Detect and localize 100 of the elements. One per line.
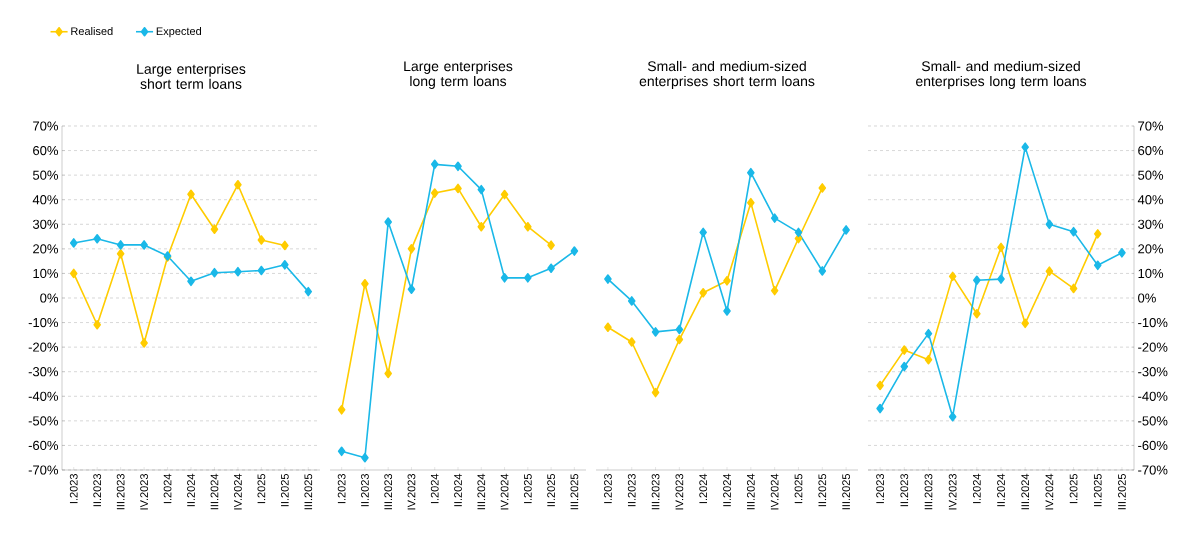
y-tick-label: 30% xyxy=(1138,219,1164,229)
x-tick-label: II.2024 xyxy=(454,473,462,507)
point xyxy=(770,213,779,223)
y-tick-label: -60% xyxy=(28,440,59,451)
point xyxy=(699,288,707,298)
chart-title: Large enterprises short term loans xyxy=(137,63,246,89)
x-tick-label: IV.2024 xyxy=(770,473,779,510)
y-tick-label: -20% xyxy=(1138,342,1168,352)
x-tick-label: I.2024 xyxy=(430,473,439,504)
y-tick-label: -70% xyxy=(28,465,59,475)
point xyxy=(973,275,981,286)
point xyxy=(747,167,755,178)
chart-title: Small- and medium-sized enterprises short term loans xyxy=(639,60,815,89)
x-tick-label: I.2023 xyxy=(604,474,612,504)
y-tick-label: 40% xyxy=(1137,195,1164,205)
y-tick-label: 40% xyxy=(32,195,59,205)
y-tick-label: 30% xyxy=(32,219,59,229)
point xyxy=(876,380,884,391)
x-tick-label: I.2025 xyxy=(523,474,532,504)
point xyxy=(234,179,242,190)
y-tick-label: -70% xyxy=(1138,465,1168,475)
point xyxy=(69,238,78,248)
y-tick-label: -60% xyxy=(1138,440,1168,451)
x-tick-label: III.2024 xyxy=(746,473,755,510)
x-tick-label: I.2023 xyxy=(69,474,78,504)
x-tick-label: IV.2024 xyxy=(500,473,509,510)
point xyxy=(454,161,462,172)
point xyxy=(675,334,684,345)
x-tick-label: III.2025 xyxy=(570,474,579,510)
point xyxy=(547,263,555,274)
x-tick-label: I.2025 xyxy=(794,474,803,504)
point xyxy=(477,184,486,195)
point xyxy=(651,387,660,398)
point xyxy=(924,354,933,365)
y-tick-label: -10% xyxy=(28,317,59,328)
point xyxy=(524,221,532,232)
x-tick-label: II.2025 xyxy=(1093,474,1102,507)
x-tick-label: II.2025 xyxy=(547,474,555,507)
point xyxy=(547,240,555,250)
point xyxy=(1045,266,1054,277)
y-tick-label: -30% xyxy=(1138,367,1168,377)
point xyxy=(651,327,660,337)
point xyxy=(818,266,827,276)
x-tick-label: II.2024 xyxy=(187,473,195,507)
point xyxy=(500,189,509,200)
x-tick-label: II.2025 xyxy=(818,474,827,507)
y-tick-label: 20% xyxy=(33,244,59,254)
x-tick-label: II.2023 xyxy=(93,474,102,507)
x-tick-label: III.2024 xyxy=(1021,473,1030,510)
x-tick-label: IV.2024 xyxy=(234,473,242,510)
point xyxy=(93,233,101,244)
x-tick-label: IV.2023 xyxy=(140,474,148,510)
point xyxy=(304,286,313,297)
y-tick-label: 10% xyxy=(33,268,59,279)
point xyxy=(361,278,369,289)
point xyxy=(770,285,779,296)
x-tick-label: III.2023 xyxy=(116,474,125,510)
point xyxy=(140,240,148,250)
chart-title: Small- and medium-sized enterprises long term loans xyxy=(916,60,1087,89)
point xyxy=(187,189,195,200)
point xyxy=(1069,226,1078,237)
point xyxy=(1021,318,1029,329)
point xyxy=(430,188,439,198)
point xyxy=(281,260,289,270)
x-tick-label: IV.2023 xyxy=(675,474,684,510)
point xyxy=(723,306,731,316)
point xyxy=(116,240,125,250)
x-tick-label: II.2024 xyxy=(723,473,731,507)
point xyxy=(1093,229,1102,239)
y-tick-label: -50% xyxy=(28,416,59,426)
y-tick-label: 50% xyxy=(1138,170,1164,180)
point xyxy=(1021,142,1029,152)
point xyxy=(234,266,242,277)
x-tick-label: II.2023 xyxy=(361,474,369,507)
y-tick-label: 10% xyxy=(1138,268,1164,279)
chart-title: Large enterprises long term loans xyxy=(404,60,513,89)
point xyxy=(1045,219,1054,230)
y-tick-label: 20% xyxy=(1138,244,1164,254)
x-tick-label: I.2023 xyxy=(876,474,884,504)
point xyxy=(384,217,392,227)
point xyxy=(675,324,684,335)
x-tick-label: I.2025 xyxy=(257,474,266,504)
point xyxy=(430,159,439,170)
point xyxy=(116,248,125,259)
y-tick-label: 60% xyxy=(1138,145,1164,156)
point xyxy=(794,227,803,238)
point xyxy=(140,338,148,348)
x-tick-label: II.2025 xyxy=(280,474,289,507)
y-tick-label: 60% xyxy=(33,145,59,156)
point xyxy=(723,276,731,286)
legend-label: Expected xyxy=(156,27,202,38)
point xyxy=(93,319,101,330)
x-tick-label: I.2025 xyxy=(1069,474,1078,504)
point xyxy=(187,276,195,287)
y-tick-label: 0% xyxy=(40,293,59,303)
point xyxy=(948,411,957,422)
point xyxy=(604,274,612,284)
point xyxy=(524,273,532,283)
point xyxy=(973,308,981,319)
x-tick-label: III.2023 xyxy=(384,474,393,510)
